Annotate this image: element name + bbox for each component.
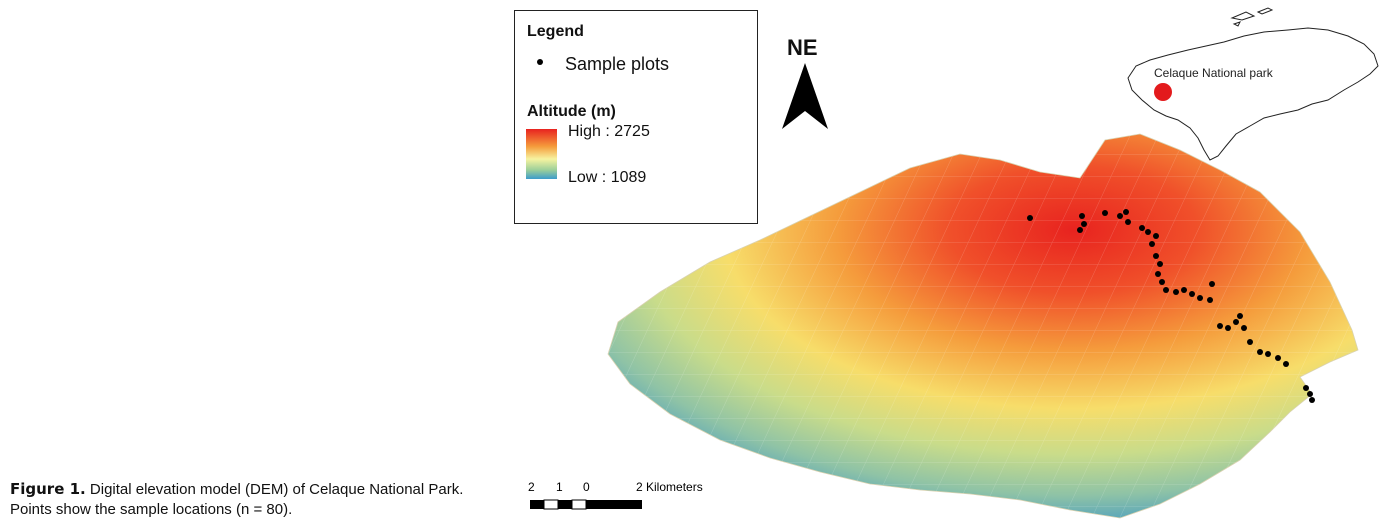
north-arrow-icon bbox=[782, 63, 828, 129]
legend-sample-plots: Sample plots bbox=[537, 54, 669, 75]
scale-tick-1: 1 bbox=[556, 480, 563, 494]
legend-title: Legend bbox=[527, 23, 584, 40]
map-legend: Legend Sample plots Altitude (m) High : … bbox=[514, 10, 758, 224]
north-arrow-label: NE bbox=[787, 35, 818, 60]
inset-label: Celaque National park bbox=[1154, 66, 1274, 80]
inset-country-outline bbox=[1127, 27, 1379, 161]
inset-islands bbox=[1230, 7, 1274, 27]
figure-caption: Figure 1. Digital elevation model (DEM) … bbox=[10, 479, 500, 520]
figure-caption-text: Digital elevation model (DEM) of Celaque… bbox=[10, 481, 464, 518]
legend-altitude-title: Altitude (m) bbox=[527, 103, 616, 120]
scale-bar: 2 1 0 2 Kilometers bbox=[528, 480, 703, 510]
sample-plot-points bbox=[1027, 209, 1315, 403]
legend-sample-plots-label: Sample plots bbox=[565, 54, 670, 74]
altitude-low-label: Low : 1089 bbox=[568, 169, 647, 186]
park-location-marker bbox=[1154, 83, 1172, 101]
inset-map: Celaque National park bbox=[1127, 7, 1379, 161]
altitude-high-label: High : 2725 bbox=[568, 123, 650, 140]
sample-point-symbol bbox=[537, 59, 543, 66]
altitude-color-ramp bbox=[526, 129, 557, 179]
dem-surface bbox=[607, 133, 1359, 519]
figure-label: Figure 1. bbox=[10, 480, 86, 498]
scale-tick-3: 2 Kilometers bbox=[636, 480, 703, 494]
scale-tick-0: 2 bbox=[528, 480, 535, 494]
scale-tick-2: 0 bbox=[583, 480, 590, 494]
